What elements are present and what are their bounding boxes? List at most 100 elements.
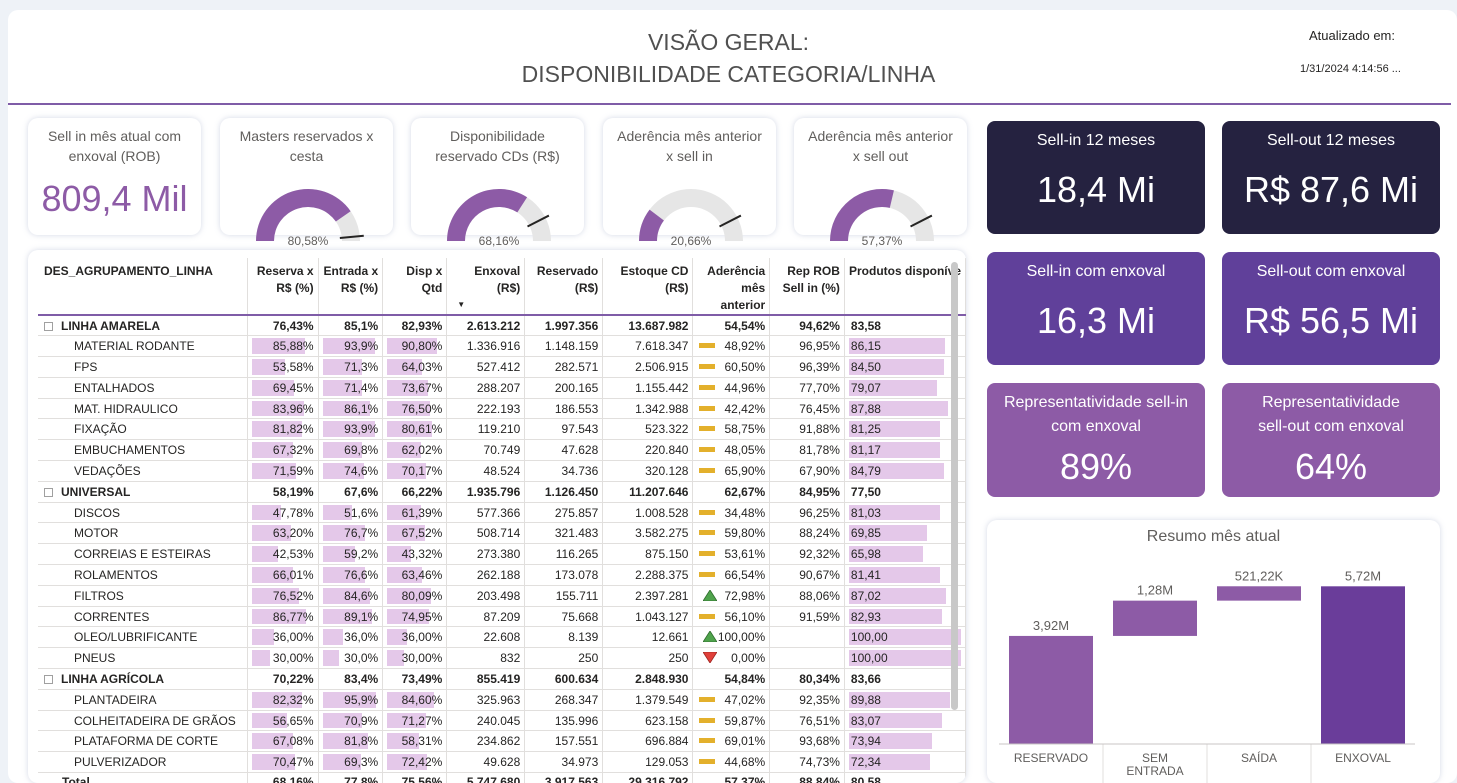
table-row[interactable]: FIXAÇÃO 81,82% 93,9% 80,61% 119.210 97.543 523… <box>38 418 966 441</box>
cell-value: 58,19% <box>272 484 314 499</box>
card-sellout-12-meses[interactable]: Sell-out 12 meses R$ 87,6 Mi <box>1222 121 1440 234</box>
card-sellin-12-meses[interactable]: Sell-in 12 meses 18,4 Mi <box>987 121 1205 234</box>
data-bar <box>322 338 375 355</box>
cell-c6: 11.207.646 <box>602 481 694 503</box>
card-representatividade-sellin[interactable]: Representatividade sell-in com enxoval 8… <box>987 383 1205 497</box>
kpi-gauge-aderencia-sellout[interactable]: Aderência mês anterior x sell out 57,37% <box>794 118 967 248</box>
cell-value: 44,96% <box>724 380 766 395</box>
cell-value: 87.209 <box>483 609 521 624</box>
cell-c2: 69,8% <box>318 439 384 462</box>
kpi-sellin-rob[interactable]: Sell in mês atual com enxoval (ROB) 809,… <box>28 118 201 235</box>
cell-c4: 119.210 <box>446 418 526 441</box>
card-sellin-com-enxoval[interactable]: Sell-in com enxoval 16,3 Mi <box>987 252 1205 365</box>
cell-c4: 22.608 <box>446 626 526 649</box>
col-header-reserva[interactable]: Reserva x R$ (%) <box>247 258 319 315</box>
cell-value: 13.687.982 <box>628 318 689 333</box>
data-bar <box>387 421 432 438</box>
table-row[interactable]: MATERIAL RODANTE 85,88% 93,9% 90,80% 1.336.9… <box>38 335 966 358</box>
data-bar <box>387 712 427 729</box>
row-label: ENTALHADOS <box>74 380 155 395</box>
row-label: VEDAÇÕES <box>74 463 141 478</box>
row-label-cell: EMBUCHAMENTOS <box>38 439 248 462</box>
cell-c1: 82,32% <box>247 689 319 711</box>
table-row[interactable]: MAT. HIDRAULICO 83,96% 86,1% 76,50% 222.193 1… <box>38 398 966 420</box>
card-representatividade-sellout[interactable]: Representatividade sell-out com enxoval … <box>1222 383 1440 497</box>
cell-value: 1.336.916 <box>466 339 521 354</box>
matrix-panel: DES_AGRUPAMENTO_LINHA Reserva x R$ (%) E… <box>28 250 966 783</box>
cell-c6: 1.043.127 <box>602 606 694 628</box>
waterfall-bar[interactable] <box>1217 586 1301 601</box>
row-label: PULVERIZADOR <box>74 755 167 770</box>
cell-c7: 100,00% <box>692 626 771 649</box>
col-header-produtos[interactable]: Produtos disponíve <box>844 258 966 315</box>
cell-c1: 42,53% <box>247 543 319 566</box>
table-row[interactable]: PNEUS 30,00% 30,0% 30,00% 832 250 250 0,00% 100,… <box>38 647 966 670</box>
table-group-row[interactable]: LINHA AGRÍCOLA 70,22% 83,4% 73,49% 855.419 60… <box>38 668 966 690</box>
col-header-rep-rob[interactable]: Rep ROB Sell in (%) <box>769 258 845 315</box>
table-group-row[interactable]: LINHA AMARELA 76,43% 85,1% 82,93% 2.613.212 1… <box>38 315 966 337</box>
matrix-table[interactable]: DES_AGRUPAMENTO_LINHA Reserva x R$ (%) E… <box>38 258 966 783</box>
data-bar <box>387 567 422 583</box>
row-label: PLATAFORMA DE CORTE <box>74 734 219 749</box>
waterfall-bar[interactable] <box>1009 635 1093 744</box>
table-row[interactable]: ROLAMENTOS 66,01% 76,6% 63,46% 262.188 173.07… <box>38 564 966 586</box>
table-row[interactable]: FPS 53,58% 71,3% 64,03% 527.412 282.571 2.506.… <box>38 356 966 378</box>
col-header-estoque[interactable]: Estoque CD (R$) <box>602 258 694 315</box>
table-row[interactable]: OLEO/LUBRIFICANTE 36,00% 36,0% 36,00% 22.608… <box>38 626 966 649</box>
cell-c9: 81,17 <box>844 439 966 462</box>
col-header-reservado[interactable]: Reservado (R$) <box>524 258 604 315</box>
waterfall-bar[interactable] <box>1113 600 1197 636</box>
table-row[interactable]: FILTROS 76,52% 84,6% 80,09% 203.498 155.711 2.… <box>38 585 966 607</box>
cell-c3: 74,95% <box>382 606 448 628</box>
x-tick-label: ENTRADA <box>1126 764 1183 778</box>
table-vertical-scrollbar[interactable] <box>951 262 958 710</box>
table-row[interactable]: DISCOS 47,78% 51,6% 61,39% 577.366 275.857 1.0… <box>38 502 966 524</box>
cell-value: 527.412 <box>476 359 521 374</box>
col-header-aderencia[interactable]: Aderência mês anterior <box>692 258 771 315</box>
cell-c6: 250 <box>602 647 694 670</box>
table-row[interactable]: ENTALHADOS 69,45% 71,4% 73,67% 288.207 200.16… <box>38 377 966 399</box>
collapse-toggle-icon[interactable] <box>44 674 53 684</box>
cell-value: 49.628 <box>483 755 521 770</box>
data-bar <box>322 359 363 375</box>
cell-c9: 73,94 <box>844 730 966 753</box>
col-header-linha[interactable]: DES_AGRUPAMENTO_LINHA <box>38 258 248 315</box>
cell-c3: 43,32% <box>382 543 448 566</box>
table-row[interactable]: EMBUCHAMENTOS 67,32% 69,8% 62,02% 70.749 47.6… <box>38 439 966 462</box>
col-header-enxoval[interactable]: Enxoval (R$) ▼ <box>446 258 526 315</box>
table-row[interactable]: PULVERIZADOR 70,47% 69,3% 72,42% 49.628 34.97… <box>38 751 966 774</box>
cell-value: 80,09% <box>401 588 443 603</box>
cell-value: 42,53% <box>272 547 314 562</box>
data-bar <box>387 359 423 375</box>
table-row[interactable]: PLANTADEIRA 82,32% 95,9% 84,60% 325.963 268.3… <box>38 689 966 711</box>
table-row[interactable]: COLHEITADEIRA DE GRÃOS 56,65% 70,9% 71,27% 2… <box>38 710 966 732</box>
table-row[interactable]: CORREIAS E ESTEIRAS 42,53% 59,2% 43,32% 273.… <box>38 543 966 566</box>
table-row[interactable]: PLATAFORMA DE CORTE 67,08% 81,8% 58,31% 234.… <box>38 730 966 753</box>
data-bar <box>387 754 427 771</box>
data-bar <box>251 400 304 417</box>
cell-c8: 80,34% <box>769 668 845 690</box>
kpi-gauge-aderencia-sellin[interactable]: Aderência mês anterior x sell in 20,66% <box>603 118 776 248</box>
cell-c4: 273.380 <box>446 543 526 566</box>
cell-value: 69,01% <box>724 734 766 749</box>
table-group-row[interactable]: UNIVERSAL 58,19% 67,6% 66,22% 1.935.796 1.126… <box>38 481 966 503</box>
col-header-disp[interactable]: Disp x Qtd <box>382 258 448 315</box>
cell-c5: 47.628 <box>524 439 604 462</box>
collapse-toggle-icon[interactable] <box>44 487 53 497</box>
waterfall-bar[interactable] <box>1321 586 1405 744</box>
col-header-entrada[interactable]: Entrada x R$ (%) <box>318 258 384 315</box>
row-label-cell: PLATAFORMA DE CORTE <box>38 730 248 753</box>
kpi-gauge-masters[interactable]: Masters reservados x cesta 80,58% <box>220 118 393 248</box>
card-sellout-com-enxoval[interactable]: Sell-out com enxoval R$ 56,5 Mi <box>1222 252 1440 365</box>
collapse-toggle-icon[interactable] <box>44 321 53 331</box>
kpi-gauge-disponibilidade[interactable]: Disponibilidade reservado CDs (R$) 68,16… <box>411 118 584 248</box>
table-row[interactable]: CORRENTES 86,77% 89,1% 74,95% 87.209 75.668 1.… <box>38 606 966 628</box>
data-bar <box>848 567 940 583</box>
cell-c3: 84,60% <box>382 689 448 711</box>
data-bar <box>322 650 340 667</box>
cell-value: 67,32% <box>272 443 314 458</box>
table-row[interactable]: MOTOR 63,20% 76,7% 67,52% 508.714 321.483 3.58… <box>38 522 966 545</box>
table-row[interactable]: VEDAÇÕES 71,59% 74,6% 70,17% 48.524 34.736 320… <box>38 460 966 482</box>
card-title-line-2: com enxoval <box>1051 418 1141 435</box>
cell-c7: 72,98% <box>692 585 771 607</box>
